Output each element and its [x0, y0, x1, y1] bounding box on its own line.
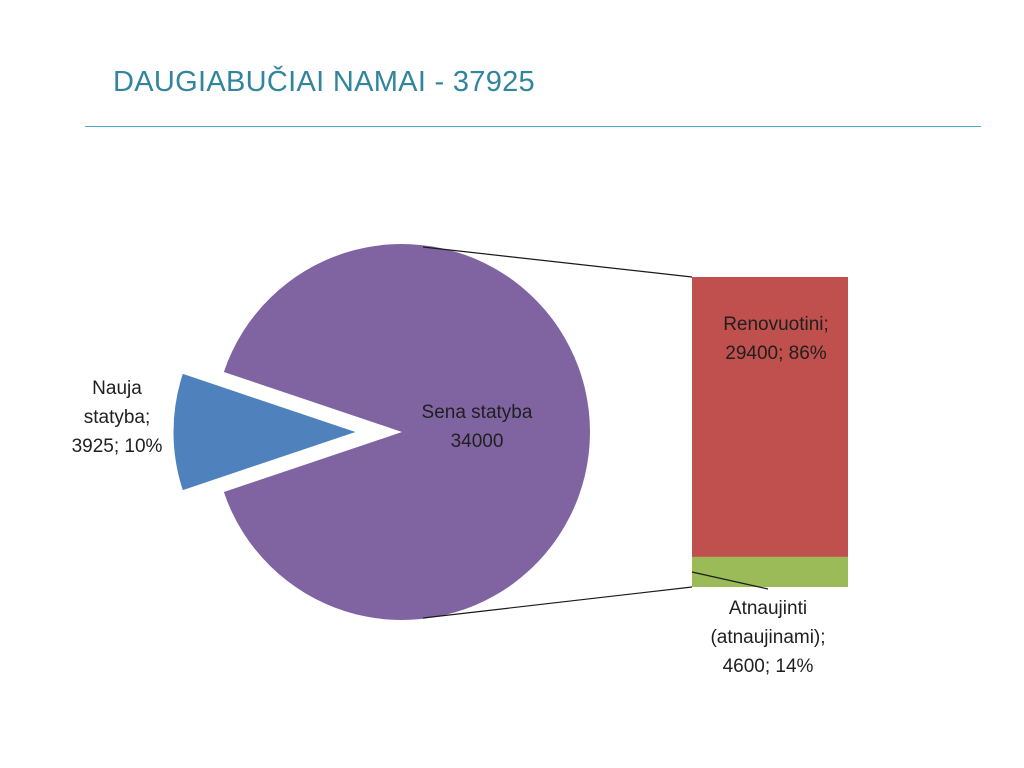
- data-label-nauja-statyba-line-3: 3925; 10%: [72, 436, 163, 457]
- data-label-renovuotini: Renovuotini; 29400; 86%: [723, 314, 829, 364]
- leader-line-atnaujinti: [691, 571, 769, 590]
- bar-segment-atnaujinti: [692, 556, 848, 587]
- data-label-renovuotini-line-2: 29400; 86%: [725, 343, 827, 364]
- data-label-nauja-statyba-line-1: Nauja: [92, 378, 142, 399]
- data-label-renovuotini-line-1: Renovuotini;: [723, 314, 829, 335]
- data-label-nauja-statyba-line-2: statyba;: [84, 407, 151, 428]
- title-divider: [85, 126, 981, 127]
- slide-title: DAUGIABUČIAI NAMAI - 37925: [113, 66, 535, 98]
- data-label-atnaujinti: Atnaujinti (atnaujinami); 4600; 14%: [710, 598, 825, 677]
- data-label-atnaujinti-line-3: 4600; 14%: [723, 656, 814, 677]
- connector-line-top: [422, 246, 693, 278]
- data-label-nauja-statyba: Nauja statyba; 3925; 10%: [72, 378, 163, 457]
- pie-slice-sena-statyba: [223, 243, 590, 620]
- data-label-sena-statyba-line-2: 34000: [451, 431, 504, 452]
- data-label-atnaujinti-line-2: (atnaujinami);: [710, 627, 825, 648]
- data-label-sena-statyba-line-1: Sena statyba: [422, 402, 533, 423]
- bar-segment-renovuotini: [692, 277, 848, 557]
- connector-line-bottom: [422, 586, 693, 619]
- pie-slice-nauja-statyba: [170, 370, 365, 494]
- data-label-atnaujinti-line-1: Atnaujinti: [729, 598, 807, 619]
- data-label-sena-statyba: Sena statyba 34000: [422, 402, 533, 452]
